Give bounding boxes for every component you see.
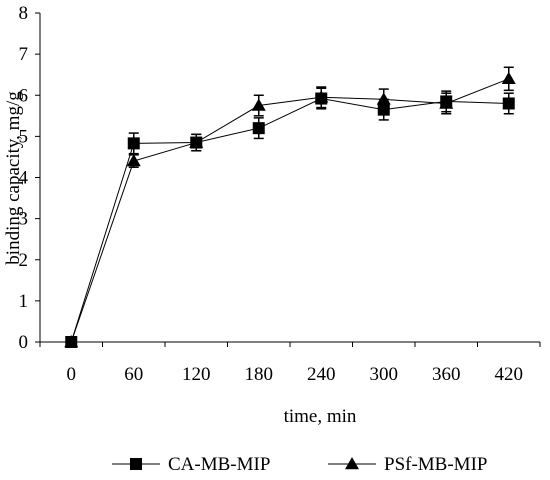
data-point bbox=[251, 98, 266, 111]
data-point bbox=[376, 92, 391, 105]
y-tick-label: 4 bbox=[19, 168, 29, 189]
y-tick-label: 8 bbox=[19, 3, 29, 24]
series-layer bbox=[64, 66, 516, 348]
axes: 0 1 2 3 4 5 6 7 8 0 60 120 180 240 300 360 420 bbox=[19, 3, 541, 385]
x-axis-title: time, min bbox=[284, 406, 357, 427]
legend: CA-MB-MIP PSf-MB-MIP bbox=[112, 454, 487, 475]
data-point bbox=[126, 154, 141, 167]
data-point bbox=[501, 71, 516, 85]
y-tick-label: 2 bbox=[19, 250, 29, 271]
data-point bbox=[502, 97, 515, 110]
y-tick-label: 6 bbox=[19, 85, 29, 106]
y-tick-label: 0 bbox=[19, 332, 29, 353]
y-tick-label: 5 bbox=[19, 126, 29, 147]
legend-label: PSf-MB-MIP bbox=[384, 454, 487, 475]
data-point bbox=[314, 90, 329, 103]
x-tick-label: 120 bbox=[182, 364, 211, 385]
y-tick-label: 1 bbox=[19, 291, 29, 312]
data-point bbox=[252, 122, 265, 135]
series-ca-mb-mip bbox=[65, 87, 515, 348]
legend-label: CA-MB-MIP bbox=[168, 454, 270, 475]
y-tick-label: 7 bbox=[19, 44, 29, 65]
series-line bbox=[70, 78, 509, 343]
y-tick-label: 3 bbox=[19, 209, 29, 230]
data-point bbox=[189, 135, 204, 148]
data-point bbox=[439, 96, 454, 109]
y-axis-title: binding capacity, mg/g bbox=[3, 91, 24, 265]
legend-entry: PSf-MB-MIP bbox=[328, 454, 487, 475]
x-tick-label: 180 bbox=[245, 364, 274, 385]
x-tick-label: 360 bbox=[432, 364, 461, 385]
x-tick-label: 60 bbox=[124, 364, 143, 385]
legend-entry: CA-MB-MIP bbox=[112, 454, 270, 475]
x-tick-label: 240 bbox=[307, 364, 336, 385]
data-point bbox=[64, 335, 79, 348]
x-tick-label: 300 bbox=[370, 364, 399, 385]
x-tick-label: 420 bbox=[495, 364, 524, 385]
legend-marker bbox=[130, 458, 142, 470]
legend-marker bbox=[345, 457, 359, 470]
x-tick-label: 0 bbox=[67, 364, 77, 385]
series-psf-mb-mip bbox=[64, 66, 516, 348]
series-line bbox=[70, 98, 509, 343]
data-point bbox=[127, 137, 140, 150]
